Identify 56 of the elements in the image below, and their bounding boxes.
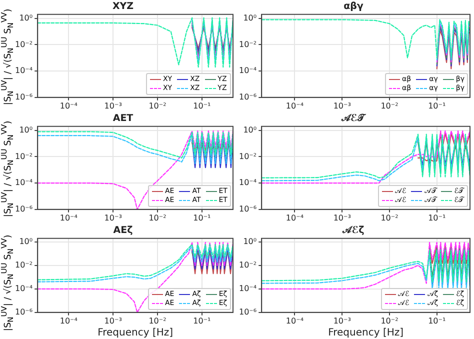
y-tick-label: 10⁻²: [15, 260, 33, 270]
y-tick-label: 10⁰: [19, 125, 33, 134]
y-tick-label: 10⁰: [243, 125, 257, 134]
x-tick-label: 10⁻¹: [193, 101, 211, 110]
x-tick-label: 10⁻³: [104, 101, 122, 110]
x-tick-label: 10⁻⁴: [60, 101, 78, 110]
x-tick-label: 10⁻²: [148, 213, 166, 222]
x-tick-label: 10⁻⁴: [60, 213, 78, 222]
y-tick-label: 10⁻²: [15, 40, 33, 49]
chart-title: 𝒜ℰ𝒯: [340, 112, 368, 124]
x-tick-label: 10⁻³: [333, 316, 351, 326]
x-tick-label: 10⁻¹: [193, 316, 211, 326]
y-tick-label: 10⁻⁴: [15, 178, 33, 188]
y-tick-label: 10⁻⁴: [239, 284, 257, 293]
x-tick-label: 10⁻³: [104, 316, 122, 326]
x-tick-label: 10⁻²: [148, 101, 166, 110]
x-tick-label: 10⁻¹: [428, 101, 446, 110]
y-tick-label: 10⁰: [19, 237, 33, 246]
x-tick-label: 10⁻⁴: [286, 101, 304, 110]
y-tick-label: 10⁻⁶: [15, 204, 33, 214]
x-tick-label: 10⁻¹: [428, 213, 446, 222]
y-tick-label: 10⁻⁶: [239, 204, 257, 214]
y-tick-label: 10⁻²: [239, 152, 257, 161]
y-tick-label: 10⁻⁶: [15, 307, 33, 316]
chart-title: AEζ: [113, 225, 134, 236]
x-tick-label: 10⁻⁴: [286, 316, 304, 326]
y-tick-label: 10⁻⁴: [239, 66, 257, 76]
x-tick-label: 10⁻³: [104, 213, 122, 222]
x-tick-label: 10⁻¹: [428, 316, 446, 326]
x-axis-title: Frequency [Hz]: [98, 328, 174, 339]
y-tick-label: 10⁻²: [239, 40, 257, 49]
chart-title: XYZ: [112, 1, 134, 12]
y-tick-label: 10⁻²: [15, 152, 33, 161]
y-tick-label: 10⁻⁴: [239, 178, 257, 188]
x-tick-label: 10⁻³: [333, 213, 351, 222]
chart-title: 𝒜ℰζ: [342, 225, 365, 236]
y-tick-label: 10⁻²: [239, 260, 257, 270]
y-tick-label: 10⁻⁶: [15, 92, 33, 102]
y-tick-label: 10⁻⁶: [239, 92, 257, 102]
y-tick-label: 10⁰: [243, 13, 257, 22]
x-tick-label: 10⁻²: [148, 316, 166, 326]
y-tick-label: 10⁰: [19, 13, 33, 22]
x-tick-label: 10⁻²: [380, 316, 398, 326]
x-tick-label: 10⁻²: [380, 213, 398, 222]
y-tick-label: 10⁰: [243, 237, 257, 246]
x-tick-label: 10⁻¹: [193, 213, 211, 222]
x-axis-title: Frequency [Hz]: [328, 328, 404, 339]
x-tick-label: 10⁻³: [333, 101, 351, 110]
chart-title: AET: [112, 113, 134, 124]
y-tick-label: 10⁻⁴: [15, 66, 33, 76]
x-tick-label: 10⁻⁴: [60, 316, 78, 326]
x-tick-label: 10⁻²: [380, 101, 398, 110]
y-tick-label: 10⁻⁴: [15, 284, 33, 293]
chart-title: αβγ: [344, 1, 364, 12]
x-tick-label: 10⁻⁴: [286, 213, 304, 222]
y-tick-label: 10⁻⁶: [239, 307, 257, 316]
